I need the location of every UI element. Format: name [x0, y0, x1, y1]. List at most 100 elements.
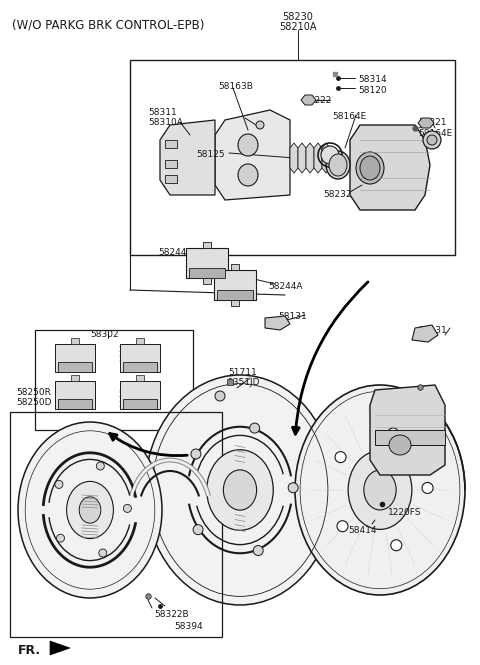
- Circle shape: [215, 391, 225, 401]
- Polygon shape: [298, 143, 306, 173]
- Text: 58302: 58302: [90, 330, 119, 339]
- Text: 58244A: 58244A: [158, 248, 192, 257]
- Circle shape: [250, 423, 260, 433]
- Circle shape: [391, 540, 402, 551]
- Polygon shape: [55, 381, 95, 409]
- Polygon shape: [370, 385, 445, 475]
- Polygon shape: [215, 110, 290, 200]
- Text: 58131: 58131: [418, 326, 447, 335]
- Bar: [165, 175, 177, 183]
- Ellipse shape: [79, 497, 101, 523]
- Circle shape: [256, 121, 264, 129]
- Polygon shape: [120, 344, 160, 372]
- Polygon shape: [265, 316, 290, 330]
- Circle shape: [423, 131, 441, 149]
- Circle shape: [321, 146, 339, 164]
- Text: 58394: 58394: [174, 622, 203, 631]
- Polygon shape: [214, 270, 256, 300]
- Text: 58250D: 58250D: [16, 398, 51, 407]
- Bar: [231, 264, 239, 270]
- Circle shape: [55, 480, 63, 488]
- Text: 58222: 58222: [303, 96, 331, 105]
- Bar: [35, 330, 193, 430]
- Ellipse shape: [238, 164, 258, 186]
- Text: 58244A: 58244A: [118, 400, 150, 409]
- Text: 1220FS: 1220FS: [388, 508, 421, 517]
- Text: 58210A: 58210A: [279, 22, 317, 32]
- Bar: [165, 160, 177, 168]
- Circle shape: [99, 549, 107, 557]
- Ellipse shape: [348, 451, 412, 529]
- Polygon shape: [217, 290, 253, 300]
- Bar: [375, 430, 445, 445]
- Text: 58131: 58131: [278, 312, 307, 321]
- Polygon shape: [55, 344, 95, 372]
- Circle shape: [427, 135, 437, 145]
- Ellipse shape: [326, 151, 350, 179]
- Text: 58232: 58232: [323, 190, 351, 199]
- Polygon shape: [290, 143, 298, 173]
- Bar: [71, 338, 79, 344]
- Polygon shape: [123, 362, 157, 372]
- Circle shape: [253, 545, 263, 555]
- Text: 58125: 58125: [196, 150, 225, 159]
- Text: 58310A: 58310A: [148, 118, 183, 127]
- Circle shape: [288, 483, 298, 493]
- Ellipse shape: [329, 154, 347, 176]
- Bar: [231, 300, 239, 306]
- Bar: [136, 375, 144, 381]
- Ellipse shape: [364, 470, 396, 510]
- Bar: [10, 412, 222, 637]
- Text: 51711: 51711: [228, 368, 257, 377]
- Text: 58164E: 58164E: [332, 112, 366, 121]
- Text: 58244A: 58244A: [268, 282, 302, 291]
- Text: 58221: 58221: [418, 118, 446, 127]
- Bar: [203, 242, 211, 248]
- Polygon shape: [301, 95, 316, 105]
- Text: 58233: 58233: [318, 158, 347, 167]
- Circle shape: [422, 482, 433, 493]
- Ellipse shape: [223, 470, 257, 510]
- Text: 58311: 58311: [148, 108, 177, 117]
- Polygon shape: [412, 325, 438, 342]
- Polygon shape: [314, 143, 322, 173]
- Polygon shape: [189, 268, 225, 278]
- Polygon shape: [186, 248, 228, 278]
- Ellipse shape: [238, 134, 258, 156]
- Text: 58244A: 58244A: [118, 390, 150, 399]
- Circle shape: [96, 462, 104, 470]
- Text: 58414: 58414: [348, 526, 376, 535]
- Text: (W/O PARKG BRK CONTROL-EPB): (W/O PARKG BRK CONTROL-EPB): [12, 18, 204, 31]
- Text: 58244A: 58244A: [118, 345, 150, 354]
- Ellipse shape: [18, 422, 162, 598]
- Ellipse shape: [145, 375, 335, 605]
- Text: 58120: 58120: [358, 86, 386, 95]
- Text: 58244A: 58244A: [118, 355, 150, 364]
- Circle shape: [335, 452, 346, 463]
- Circle shape: [388, 428, 398, 439]
- Polygon shape: [50, 641, 70, 655]
- Ellipse shape: [295, 385, 465, 595]
- Circle shape: [337, 521, 348, 532]
- Text: FR.: FR.: [18, 644, 41, 657]
- Circle shape: [191, 449, 201, 459]
- Polygon shape: [418, 118, 434, 128]
- Text: 58250R: 58250R: [16, 388, 51, 397]
- Polygon shape: [58, 362, 92, 372]
- Bar: [136, 338, 144, 344]
- Ellipse shape: [67, 481, 113, 539]
- Circle shape: [123, 505, 132, 513]
- Polygon shape: [350, 125, 430, 210]
- Bar: [203, 278, 211, 284]
- Text: 1351JD: 1351JD: [228, 378, 261, 387]
- Text: 58230: 58230: [283, 12, 313, 22]
- Polygon shape: [160, 120, 215, 195]
- Polygon shape: [58, 399, 92, 409]
- Bar: [130, 60, 455, 255]
- Polygon shape: [306, 143, 314, 173]
- Ellipse shape: [356, 152, 384, 184]
- Ellipse shape: [389, 435, 411, 455]
- Circle shape: [193, 525, 203, 535]
- Polygon shape: [123, 399, 157, 409]
- Circle shape: [57, 534, 64, 542]
